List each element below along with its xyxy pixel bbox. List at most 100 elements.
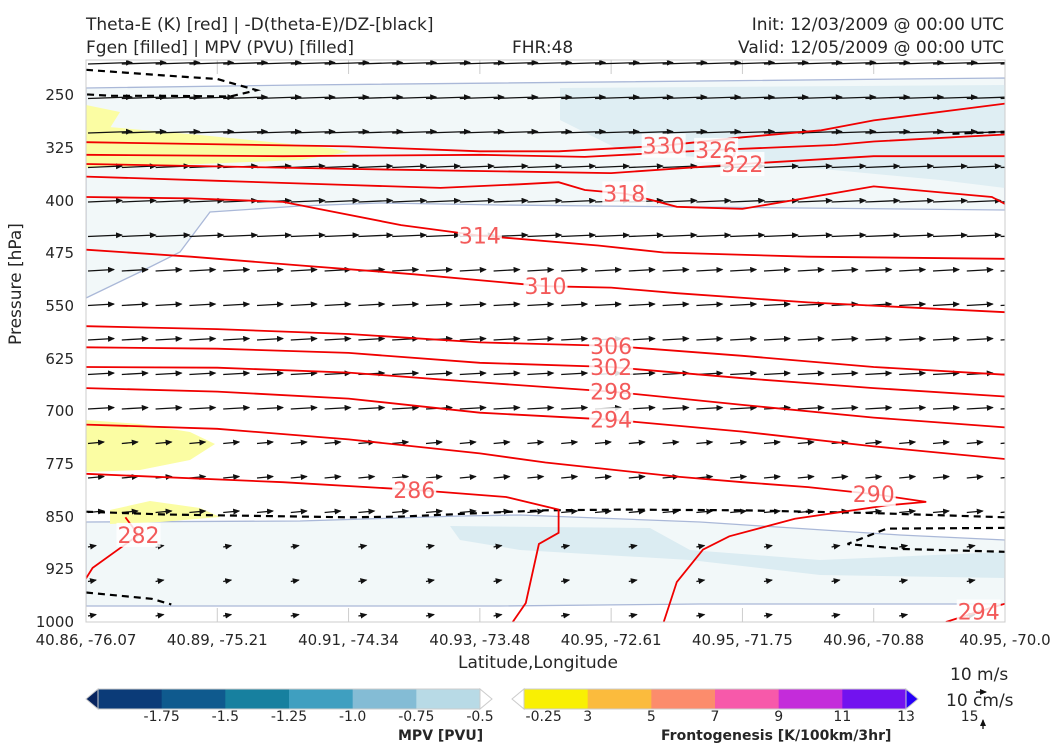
wind-vector	[628, 439, 646, 446]
wind-vector	[290, 439, 308, 446]
wind-vector	[865, 197, 901, 204]
wind-vector	[899, 439, 917, 446]
wind-vector	[493, 612, 503, 619]
wind-vector	[493, 578, 503, 585]
wind-vector	[87, 94, 133, 101]
wind-vector	[392, 301, 420, 308]
wind-vector	[121, 128, 167, 135]
mpv-fill-lower-blue	[450, 526, 1005, 578]
wind-vector	[324, 94, 370, 101]
wind-vector	[121, 94, 167, 101]
wind-vector	[696, 439, 714, 446]
chart-title-line2: Fgen [filled] | MPV (PVU) [filled]	[86, 38, 355, 58]
mpv-colorbar-frame	[97, 688, 481, 710]
wind-vector	[797, 94, 843, 101]
wind-vector	[459, 474, 477, 481]
mpv-colorbar-swatch	[225, 689, 290, 709]
wind-vector	[1000, 63, 1005, 65]
wind-vector	[290, 578, 300, 585]
wind-vector	[527, 163, 563, 170]
colorbar-tick-label: 7	[710, 709, 720, 725]
wind-vector	[662, 266, 690, 273]
wind-vector	[290, 301, 318, 308]
wind-vector	[155, 508, 173, 515]
fgen-colorbar-swatch	[715, 689, 780, 709]
wind-vector	[392, 163, 428, 170]
theta-e-label-bg	[602, 181, 647, 206]
wind-vector	[425, 232, 461, 239]
wind-vector	[358, 335, 386, 342]
wind-vector	[290, 370, 318, 377]
y-tick-label: 400	[45, 191, 74, 210]
wind-vector	[459, 266, 487, 273]
wind-vector	[763, 60, 809, 66]
wind-vector	[561, 370, 589, 377]
wind-vector	[899, 612, 909, 619]
wind-vector	[290, 508, 308, 515]
wind-vector	[189, 94, 235, 101]
x-tick-label: 40.96, -70.88	[823, 631, 925, 649]
fgen-colorbar-extend-high	[905, 687, 919, 711]
wind-vector	[730, 404, 758, 411]
wind-vector	[121, 439, 139, 446]
wind-vector	[561, 301, 589, 308]
wind-vector	[763, 474, 781, 481]
wind-vector	[1000, 166, 1005, 169]
wind-vector	[932, 301, 960, 308]
mpv-fill-band-blue	[560, 85, 1005, 188]
wind-vector	[358, 94, 404, 101]
theta-e-contour-label: 302	[590, 356, 632, 381]
mpv-colorbar-title: MPV [PVU]	[398, 728, 484, 744]
fgen-fill-upper	[86, 125, 350, 168]
wind-vector	[932, 163, 968, 170]
wind-vector	[899, 266, 927, 273]
wind-vector	[696, 335, 724, 342]
wind-vector	[966, 474, 984, 481]
wind-vector	[561, 60, 607, 66]
theta-e-contour-290	[86, 423, 927, 622]
wind-vector	[628, 163, 664, 170]
stability-contours	[86, 68, 1005, 606]
wind-vector	[865, 60, 911, 66]
wind-vector	[425, 612, 435, 619]
wind-vector	[662, 163, 698, 170]
wind-vector	[425, 301, 453, 308]
mpv-colorbar-swatch	[289, 689, 354, 709]
forecast-hour: FHR:48	[512, 38, 574, 58]
fgen-fill-low	[110, 501, 220, 524]
wind-vector	[223, 439, 241, 446]
wind-vector	[493, 301, 521, 308]
wind-vector	[1000, 201, 1005, 203]
wind-vector	[932, 128, 978, 135]
wind-vector	[730, 60, 776, 66]
wind-vector	[87, 474, 105, 481]
wind-vector	[155, 370, 183, 377]
wind-vector	[662, 60, 708, 66]
wind-vector	[155, 301, 183, 308]
wind-vector	[932, 60, 978, 66]
wind-vector	[459, 335, 487, 342]
theta-e-contour-302	[86, 346, 1005, 398]
wind-vector	[358, 197, 394, 204]
wind-vector	[493, 163, 529, 170]
wind-vector	[189, 404, 217, 411]
wind-vector	[966, 508, 984, 515]
wind-vector	[87, 301, 115, 308]
wind-vector	[155, 266, 183, 273]
wind-vector	[797, 370, 825, 377]
wind-vector	[493, 439, 511, 446]
wind-vector	[1000, 235, 1005, 238]
wind-vector	[561, 612, 571, 619]
wind-vector	[628, 94, 674, 101]
wind-vector	[358, 301, 386, 308]
wind-vector	[256, 370, 284, 377]
wind-vector	[527, 301, 555, 308]
wind-vector	[730, 301, 758, 308]
fgen-colorbar-swatch	[842, 689, 907, 709]
wind-vector	[730, 474, 748, 481]
wind-vector	[87, 60, 133, 66]
wind-vector	[155, 60, 201, 66]
wind-vector	[696, 404, 724, 411]
wind-vector	[290, 543, 300, 550]
wind-vector	[392, 128, 438, 135]
